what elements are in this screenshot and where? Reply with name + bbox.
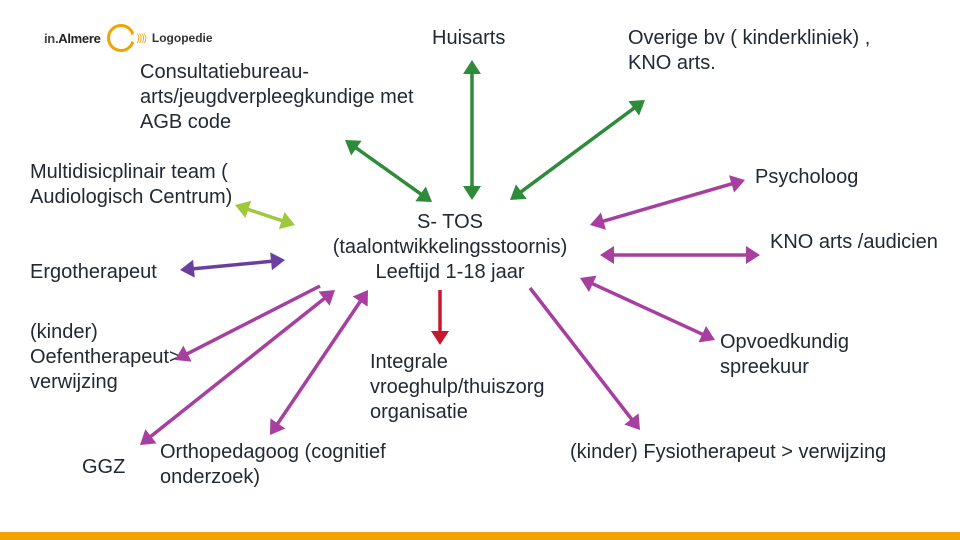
logo-brand: in.Almere xyxy=(44,31,101,46)
label-opvoedkundig: Opvoedkundig spreekuur xyxy=(720,330,920,380)
center-line1: S- TOS xyxy=(280,210,620,235)
logo-prefix: in. xyxy=(44,31,58,46)
bottom-accent-bar xyxy=(0,532,960,540)
arrow-ergo xyxy=(190,261,275,269)
label-multidisciplinair: Multidisicplinair team ( Audiologisch Ce… xyxy=(30,160,250,210)
speech-bubble-icon xyxy=(107,24,135,52)
arrow-ortho xyxy=(275,298,362,427)
arrow-opvoed xyxy=(589,282,706,336)
label-oefentherapeut: (kinder) Oefentherapeut> verwijzing xyxy=(30,320,230,395)
label-ergotherapeut: Ergotherapeut xyxy=(30,260,157,285)
label-kno: KNO arts /audicien xyxy=(770,230,940,255)
logo: in.Almere )))) Logopedie xyxy=(44,24,213,52)
center-line2: (taalontwikkelingsstoornis) xyxy=(280,235,620,260)
center-line3: Leeftijd 1-18 jaar xyxy=(280,260,620,285)
arrow-consult xyxy=(353,146,424,197)
label-ggz: GGZ xyxy=(82,455,125,480)
sound-waves-icon: )))) xyxy=(137,33,146,44)
label-fysiotherapeut: (kinder) Fysiotherapeut > verwijzing xyxy=(570,440,900,465)
label-psycholoog: Psycholoog xyxy=(755,165,858,190)
label-orthopedagoog: Orthopedagoog (cognitief onderzoek) xyxy=(160,440,410,490)
logo-subtitle: Logopedie xyxy=(152,31,213,45)
label-overige: Overige bv ( kinderkliniek) , KNO arts. xyxy=(628,26,918,76)
center-node: S- TOS (taalontwikkelingsstoornis) Leeft… xyxy=(280,210,620,285)
logo-main: Almere xyxy=(58,31,100,46)
arrow-overige xyxy=(518,106,637,194)
label-huisarts: Huisarts xyxy=(432,26,505,51)
label-consultatiebureau: Consultatiebureau-arts/jeugdverpleegkund… xyxy=(140,60,430,135)
label-integrale: Integrale vroeghulp/thuiszorg organisati… xyxy=(370,350,620,425)
